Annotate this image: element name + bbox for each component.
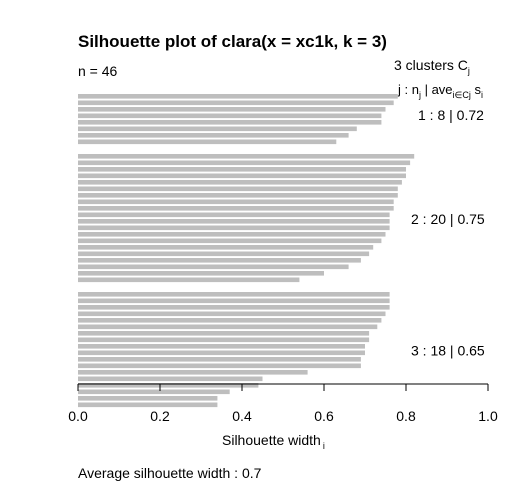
cluster-label: 3 : 18 | 0.65 — [411, 343, 485, 359]
x-tick-label: 0.2 — [150, 408, 170, 424]
silhouette-bar — [78, 363, 361, 369]
silhouette-bar — [78, 133, 349, 138]
silhouette-bar — [78, 206, 394, 211]
silhouette-bar — [78, 212, 390, 218]
silhouette-bar — [78, 277, 300, 283]
silhouette-bar — [78, 311, 386, 317]
col-ave: | ave — [421, 82, 453, 97]
silhouette-bar — [78, 225, 390, 231]
silhouette-bar — [78, 232, 386, 237]
cluster-label: 1 : 8 | 0.72 — [418, 107, 484, 123]
silhouette-bar — [78, 357, 361, 362]
silhouette-bar — [78, 402, 218, 408]
silhouette-bar — [78, 186, 398, 192]
silhouette-bar — [78, 173, 406, 179]
silhouette-bar — [78, 324, 378, 330]
cluster-label: 2 : 20 | 0.75 — [411, 211, 485, 227]
silhouette-bar — [78, 219, 390, 224]
x-tick-label: 0.6 — [314, 408, 334, 424]
silhouette-bar — [78, 154, 415, 159]
bars-group — [78, 94, 415, 408]
n-label: n = 46 — [78, 63, 118, 79]
silhouette-bar — [78, 160, 411, 166]
silhouette-bar — [78, 292, 390, 297]
col-j: j : n — [397, 82, 419, 97]
silhouette-bar — [78, 383, 259, 388]
svg-text:3 clusters Cj: 3 clusters Cj — [394, 57, 470, 76]
silhouette-bar — [78, 264, 349, 270]
cluster-header: 3 clusters Cj j : nj | avei∈Cj si — [394, 57, 483, 100]
silhouette-bar — [78, 120, 382, 125]
silhouette-bar — [78, 350, 365, 356]
x-tick-label: 0.0 — [68, 408, 88, 424]
silhouette-bar — [78, 139, 337, 145]
silhouette-bar — [78, 100, 394, 106]
silhouette-bar — [78, 318, 382, 323]
silhouette-bar — [78, 238, 382, 244]
clusters-sub: j — [467, 66, 470, 76]
silhouette-bar — [78, 396, 218, 401]
silhouette-bar — [78, 370, 308, 375]
x-tick-label: 0.4 — [232, 408, 252, 424]
silhouette-bar — [78, 305, 390, 310]
silhouette-bar — [78, 107, 386, 112]
x-tick-label: 0.8 — [396, 408, 416, 424]
silhouette-bar — [78, 199, 394, 205]
x-axis: 0.0 0.2 0.4 0.6 0.8 1.0 — [68, 383, 498, 424]
silhouette-bar — [78, 389, 230, 395]
silhouette-bar — [78, 271, 324, 276]
silhouette-bar — [78, 126, 357, 132]
col-s: s — [471, 82, 482, 97]
chart-title: Silhouette plot of clara(x = xc1k, k = 3… — [78, 32, 387, 51]
silhouette-bar — [78, 344, 365, 349]
svg-text:j : nj | avei∈Cj si: j : nj | avei∈Cj si — [397, 82, 483, 100]
silhouette-bar — [78, 258, 361, 263]
x-tick-label: 1.0 — [478, 408, 498, 424]
silhouette-bar — [78, 180, 402, 185]
silhouette-bar — [78, 337, 370, 343]
silhouette-bar — [78, 113, 382, 119]
cluster-labels: 1 : 8 | 0.72 2 : 20 | 0.75 3 : 18 | 0.65 — [411, 107, 485, 359]
x-axis-label: Silhouette width i — [222, 432, 325, 451]
silhouette-bar — [78, 193, 398, 198]
silhouette-bar — [78, 331, 370, 336]
silhouette-bar — [78, 167, 406, 172]
silhouette-bar — [78, 298, 390, 304]
silhouette-bar — [78, 245, 374, 250]
silhouette-bar — [78, 251, 370, 257]
average-silhouette-label: Average silhouette width : 0.7 — [78, 465, 262, 481]
silhouette-bar — [78, 376, 263, 382]
silhouette-bar — [78, 94, 398, 99]
clusters-label: 3 clusters C — [394, 57, 468, 73]
